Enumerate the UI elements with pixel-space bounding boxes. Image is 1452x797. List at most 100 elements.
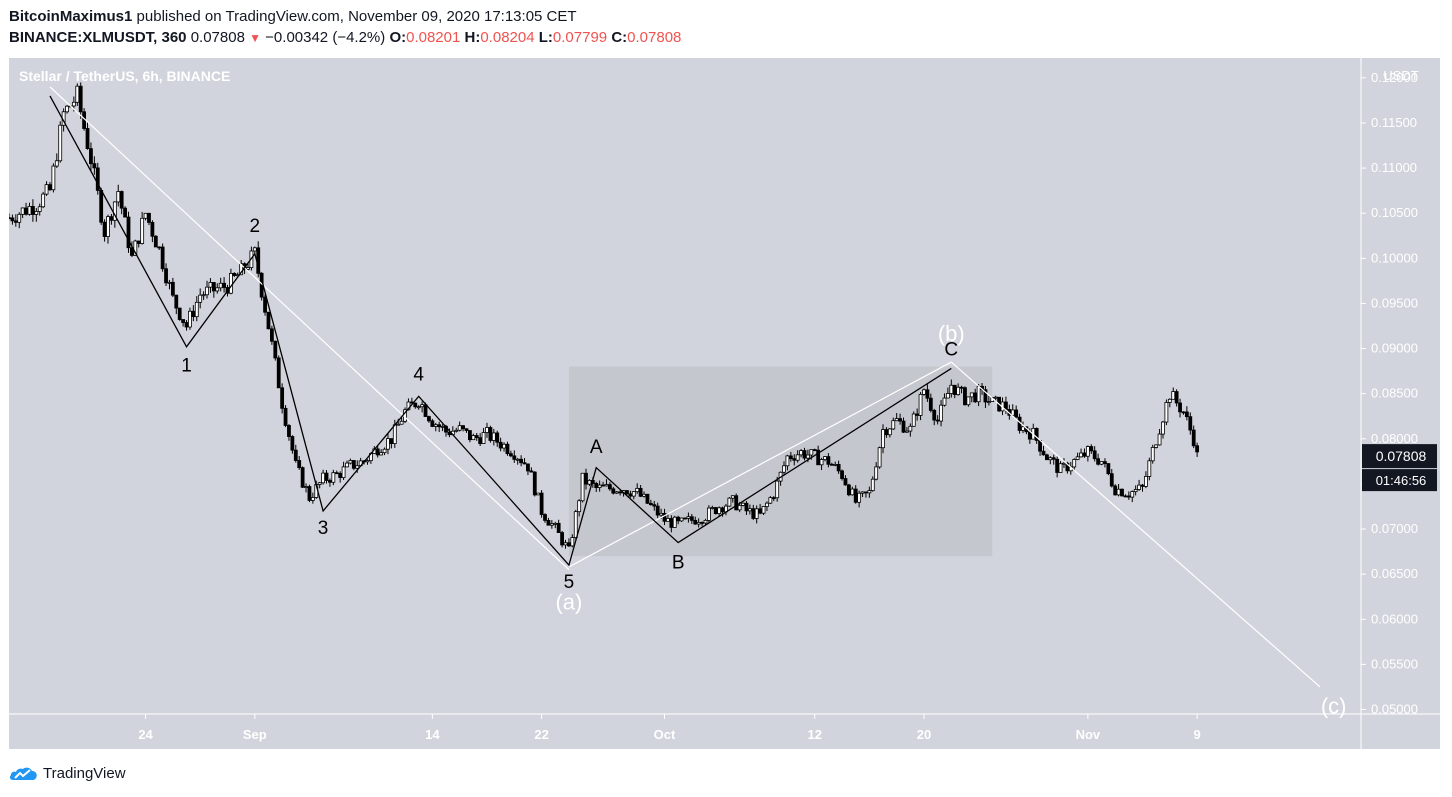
candle-body xyxy=(768,497,773,504)
candle-body xyxy=(1150,447,1155,462)
candle-body xyxy=(686,516,691,519)
candle-body xyxy=(727,497,732,507)
candle-body xyxy=(1116,488,1121,496)
candle-body xyxy=(30,206,35,215)
candle-body xyxy=(952,384,957,396)
candle-body xyxy=(44,184,49,195)
candle-body xyxy=(420,404,425,408)
candle-body xyxy=(932,409,937,421)
wave-label: 5 xyxy=(564,572,575,593)
candle-body xyxy=(1055,458,1060,473)
x-tick-label: 12 xyxy=(808,727,822,742)
candle-body xyxy=(116,191,121,203)
y-tick-label: 0.05000 xyxy=(1371,701,1418,716)
low-label: L: xyxy=(538,29,553,46)
candle-body xyxy=(939,404,943,422)
candle-body xyxy=(683,517,687,520)
y-tick-label: 0.08000 xyxy=(1371,431,1418,446)
candle-body xyxy=(922,389,926,395)
candle-body xyxy=(829,463,834,466)
candle-body xyxy=(437,424,442,428)
candle-body xyxy=(973,392,978,403)
candle-body xyxy=(529,470,534,473)
tradingview-logo-icon[interactable] xyxy=(9,764,39,782)
candle-body xyxy=(229,272,233,294)
candle-body xyxy=(693,519,698,525)
y-tick-label: 0.08500 xyxy=(1371,386,1418,401)
candle-body xyxy=(881,429,885,449)
candle-body xyxy=(51,165,56,191)
candle-body xyxy=(846,484,851,496)
candle-body xyxy=(522,462,527,465)
author-name[interactable]: BitcoinMaximus1 xyxy=(9,8,133,25)
candle-body xyxy=(382,448,387,454)
candle-body xyxy=(440,425,445,428)
candle-body xyxy=(99,189,104,223)
candle-body xyxy=(512,455,517,460)
x-tick-label: 22 xyxy=(534,727,548,742)
candle-body xyxy=(184,322,189,328)
candle-body xyxy=(505,443,510,455)
candle-body xyxy=(24,207,28,215)
chart-area[interactable]: 1 2 3 4 5 (a) A B C (b) (c) USDT 0.05000 0.05500 0.06… xyxy=(9,58,1440,749)
chart-header: BitcoinMaximus1 published on TradingView… xyxy=(9,6,1439,49)
candle-body xyxy=(812,449,817,452)
high-value: 0.08204 xyxy=(480,29,535,46)
x-tick-label: Nov xyxy=(1076,727,1101,742)
candle-body xyxy=(485,427,489,433)
candle-body xyxy=(1109,473,1114,487)
chart-title: Stellar / TetherUS, 6h, BINANCE xyxy=(19,68,231,84)
y-tick-label: 0.10000 xyxy=(1371,250,1418,265)
candle-body xyxy=(508,453,513,457)
candle-body xyxy=(416,406,421,409)
candle-body xyxy=(1034,427,1039,441)
candle-body xyxy=(874,466,879,480)
candle-body xyxy=(870,478,875,491)
candle-body xyxy=(474,435,479,439)
candle-body xyxy=(283,407,288,426)
candle-body xyxy=(806,454,810,459)
wave-label: (b) xyxy=(938,321,965,346)
candle-body xyxy=(78,85,83,113)
candle-body xyxy=(123,207,127,218)
candle-body xyxy=(160,246,165,270)
candle-body xyxy=(194,301,199,318)
candle-body xyxy=(864,491,868,494)
candle-body xyxy=(850,488,855,496)
wave-label: A xyxy=(590,437,603,458)
candle-body xyxy=(652,504,657,507)
candle-body xyxy=(597,484,602,488)
candle-body xyxy=(27,206,32,215)
candle-body xyxy=(488,427,493,441)
candle-body xyxy=(198,294,203,303)
candle-body xyxy=(570,537,575,547)
ohlc-line: BINANCE:XLMUSDT, 360 0.07808 ▼ −0.00342 … xyxy=(9,27,1439,49)
close-value: 0.07808 xyxy=(627,29,682,46)
candle-body xyxy=(901,420,906,433)
candle-body xyxy=(290,436,295,451)
candle-body xyxy=(659,512,664,516)
candle-body xyxy=(655,505,660,516)
candle-body xyxy=(140,217,145,244)
candle-body xyxy=(792,458,797,461)
candle-body xyxy=(894,418,899,422)
candle-body xyxy=(1133,489,1138,493)
candle-body xyxy=(1188,416,1193,431)
candle-body xyxy=(631,491,636,497)
candle-body xyxy=(331,472,336,483)
candle-body xyxy=(119,191,124,209)
candle-body xyxy=(539,492,544,515)
footer-brand[interactable]: TradingView xyxy=(43,764,126,782)
candle-body xyxy=(679,517,684,522)
candle-body xyxy=(717,507,722,515)
candle-body xyxy=(20,207,25,215)
candle-body xyxy=(645,493,650,504)
candle-body xyxy=(560,532,564,546)
candle-body xyxy=(1178,402,1182,413)
candle-body xyxy=(345,462,349,468)
x-tick-label: Sep xyxy=(243,727,267,742)
candle-body xyxy=(1021,426,1025,431)
candle-body xyxy=(918,393,923,416)
candle-body xyxy=(147,212,151,223)
